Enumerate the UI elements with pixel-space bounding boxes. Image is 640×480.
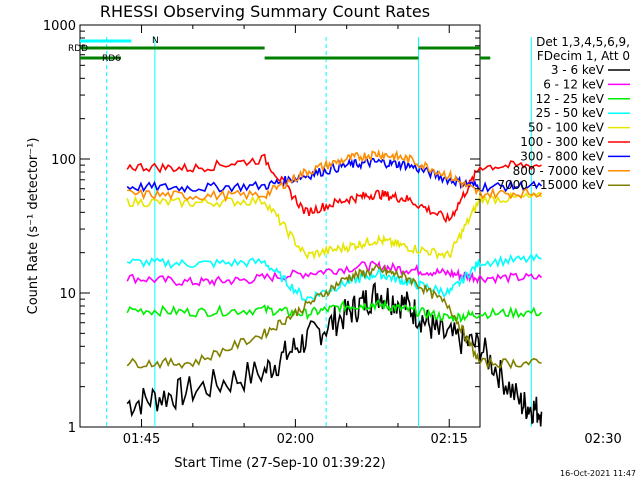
flag-layer: RDD RD6 N bbox=[68, 36, 491, 64]
x-tick-label: 02:30 bbox=[584, 432, 621, 447]
legend-entry-label: 50 - 100 keV bbox=[528, 121, 605, 135]
plot-frame bbox=[79, 24, 481, 428]
x-axis-label: Start Time (27-Sep-10 01:39:22) bbox=[174, 456, 385, 471]
flag-label: RDD bbox=[68, 44, 88, 54]
legend-entry-label: 6 - 12 keV bbox=[543, 77, 605, 91]
series-line bbox=[126, 153, 542, 224]
legend-layer: Det 1,3,4,5,6,9,FDecim 1, Att 03 - 6 keV… bbox=[497, 35, 630, 192]
series-line bbox=[126, 298, 543, 324]
y-tick-label: 10 bbox=[59, 287, 76, 302]
flag-label: N bbox=[152, 36, 159, 46]
legend-header: FDecim 1, Att 0 bbox=[537, 49, 630, 63]
series-line bbox=[127, 148, 543, 203]
legend-entry-label: 100 - 300 keV bbox=[520, 135, 604, 149]
grid-layer bbox=[106, 37, 532, 427]
footer-timestamp: 16-Oct-2021 11:47 bbox=[560, 469, 636, 478]
y-axis-label: Count Rate (s⁻¹ detector⁻¹) bbox=[26, 138, 41, 315]
x-tick-label: 02:15 bbox=[430, 432, 467, 447]
series-line bbox=[126, 281, 543, 427]
legend-entry-label: 800 - 7000 keV bbox=[513, 164, 605, 178]
y-tick-label: 1 bbox=[68, 421, 76, 436]
legend-entry-label: 25 - 50 keV bbox=[536, 106, 605, 120]
y-tick-label: 100 bbox=[51, 153, 76, 168]
x-tick-label: 01:45 bbox=[123, 432, 160, 447]
series-line bbox=[126, 191, 543, 261]
x-tick-label: 02:00 bbox=[277, 432, 314, 447]
axis-layer: 01:4502:0002:1502:3002:4503:0003:1511010… bbox=[43, 19, 622, 447]
flag-label: RD6 bbox=[102, 54, 121, 64]
y-tick-label: 1000 bbox=[43, 19, 76, 34]
chart-title: RHESSI Observing Summary Count Rates bbox=[100, 2, 430, 21]
legend-header: Det 1,3,4,5,6,9, bbox=[536, 35, 630, 49]
series-line bbox=[126, 264, 542, 371]
legend-entry-label: 3 - 6 keV bbox=[551, 63, 605, 77]
legend-entry-label: 12 - 25 keV bbox=[536, 92, 605, 106]
legend-entry-label: 300 - 800 keV bbox=[520, 149, 604, 163]
legend-entry-label: 7000 - 15000 keV bbox=[497, 178, 604, 192]
series-layer bbox=[126, 148, 543, 427]
